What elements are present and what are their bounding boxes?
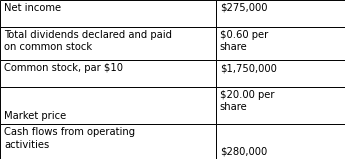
Text: $0.60 per
share: $0.60 per share xyxy=(220,30,268,52)
Bar xyxy=(216,0,345,27)
Text: Common stock, par $10: Common stock, par $10 xyxy=(4,63,123,73)
Text: Market price: Market price xyxy=(4,111,66,121)
Text: Cash flows from operating
activities: Cash flows from operating activities xyxy=(4,127,135,149)
Bar xyxy=(216,124,345,159)
Bar xyxy=(0,0,216,27)
Bar xyxy=(0,124,216,159)
Text: Net income: Net income xyxy=(4,3,61,13)
Bar xyxy=(0,87,216,124)
Text: $275,000: $275,000 xyxy=(220,3,267,13)
Bar xyxy=(0,27,216,60)
Bar xyxy=(216,87,345,124)
Bar xyxy=(0,60,216,87)
Text: Total dividends declared and paid
on common stock: Total dividends declared and paid on com… xyxy=(4,30,172,52)
Text: $1,750,000: $1,750,000 xyxy=(220,63,277,73)
Text: $20.00 per
share: $20.00 per share xyxy=(220,90,274,112)
Bar xyxy=(216,27,345,60)
Bar xyxy=(216,60,345,87)
Text: $280,000: $280,000 xyxy=(220,146,267,156)
